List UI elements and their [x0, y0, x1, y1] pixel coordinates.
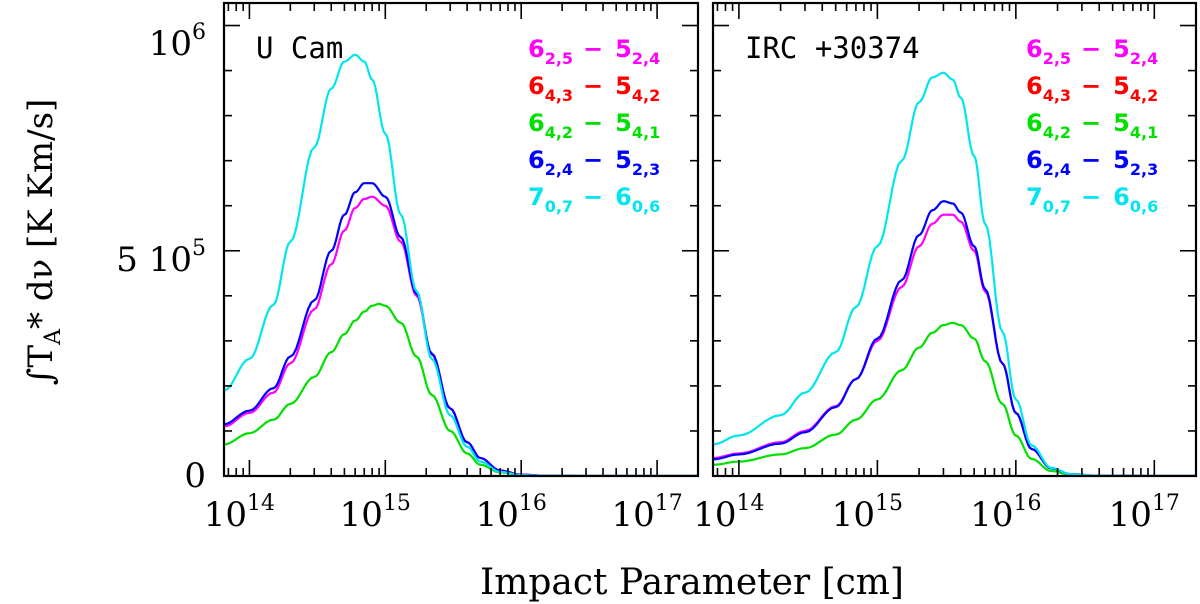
x-tick-label: 1017: [1109, 491, 1180, 535]
x-tick-label: 1014: [693, 491, 764, 535]
legend-entry-2: 64,3−54,2: [1026, 72, 1158, 105]
x-tick-label: 1014: [204, 491, 275, 535]
series-line-3: [713, 321, 1196, 476]
panel-title: U Cam: [256, 31, 343, 65]
y-tick-label-1e6: 106: [149, 20, 206, 64]
legend-entry-5: 70,7−60,6: [528, 183, 660, 216]
x-tick-label: 1016: [970, 491, 1041, 535]
x-tick-label: 1017: [611, 491, 682, 535]
legend-entry-4: 62,4−52,3: [528, 146, 660, 179]
x-tick-label: 1015: [340, 491, 411, 535]
y-tick-label-0: 0: [184, 456, 206, 496]
y-axis-label: ∫TA* dν [K Km/s]: [21, 99, 66, 386]
y-tick-label-5e5: 5 105: [116, 236, 206, 280]
legend-entry-3: 64,2−54,1: [528, 109, 660, 142]
legend-entry-1: 62,5−52,4: [1026, 35, 1158, 68]
panel-title: IRC +30374: [745, 31, 920, 65]
legend-entry-1: 62,5−52,4: [528, 35, 660, 68]
plot-frame: [222, 1, 700, 478]
x-tick-label: 1016: [476, 491, 547, 535]
legend-entry-3: 64,2−54,1: [1026, 109, 1158, 142]
series-line-1: [713, 213, 1196, 476]
legend-entry-2: 64,3−54,2: [528, 72, 660, 105]
panel-2: 1014 1015 1016 1017 IRC +30374 62,5−52,4 64,3−…: [693, 1, 1198, 535]
plot-frame: [711, 1, 1198, 478]
y-label-sub: A: [41, 328, 66, 346]
x-tick-label: 1015: [832, 491, 903, 535]
y-label-prefix: ∫T: [21, 345, 61, 386]
legend-entry-5: 70,7−60,6: [1026, 183, 1158, 216]
y-label-suffix: * dν [K Km/s]: [21, 99, 61, 329]
panel-1: 1014 1015 1016 1017 U Cam 62,5−52,4 64,3−54,2 6…: [204, 1, 700, 535]
legend-entry-4: 62,4−52,3: [1026, 146, 1158, 179]
x-axis-label: Impact Parameter [cm]: [480, 562, 904, 603]
series-line-4: [713, 200, 1196, 476]
series-line-3: [224, 302, 698, 476]
svg-text:∫TA* dν [K Km/s]: ∫TA* dν [K Km/s]: [21, 99, 66, 386]
series-line-4: [224, 182, 698, 476]
